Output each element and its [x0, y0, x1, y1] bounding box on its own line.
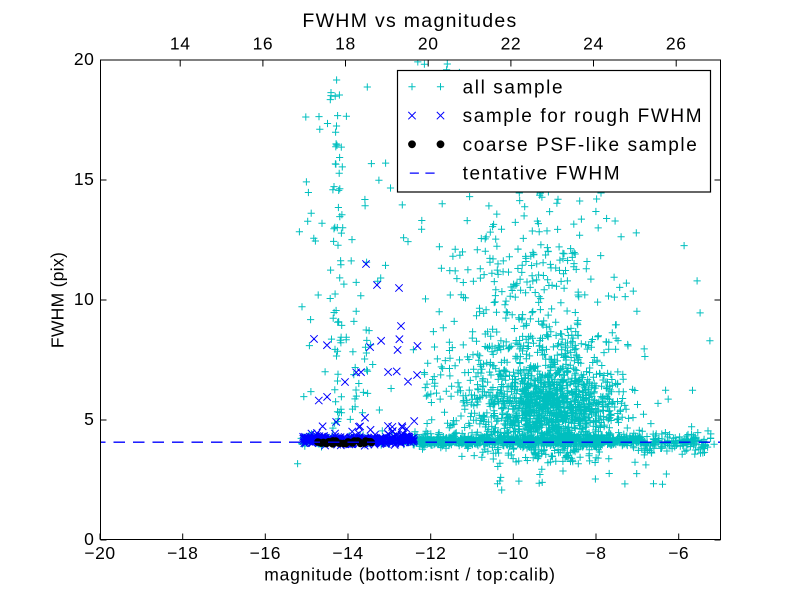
svg-text:−10: −10	[498, 543, 530, 563]
svg-text:coarse PSF-like sample: coarse PSF-like sample	[463, 135, 699, 156]
svg-text:24: 24	[583, 33, 604, 53]
svg-text:−14: −14	[332, 543, 364, 563]
svg-text:5: 5	[84, 409, 94, 429]
svg-text:16: 16	[253, 33, 274, 53]
svg-text:10: 10	[74, 289, 95, 309]
svg-text:14: 14	[170, 33, 191, 53]
svg-text:−16: −16	[250, 543, 282, 563]
svg-text:22: 22	[501, 33, 522, 53]
svg-text:0: 0	[84, 529, 94, 549]
svg-text:−18: −18	[167, 543, 199, 563]
svg-text:sample for rough FWHM: sample for rough FWHM	[463, 106, 704, 127]
svg-text:−6: −6	[668, 543, 689, 563]
svg-text:−8: −8	[585, 543, 606, 563]
svg-text:26: 26	[666, 33, 687, 53]
svg-text:all sample: all sample	[463, 77, 565, 98]
svg-text:20: 20	[418, 33, 439, 53]
svg-text:18: 18	[335, 33, 356, 53]
svg-text:FWHM (pix): FWHM (pix)	[48, 252, 68, 348]
svg-text:20: 20	[74, 49, 95, 69]
svg-text:tentative FWHM: tentative FWHM	[463, 164, 622, 185]
svg-text:FWHM vs magnitudes: FWHM vs magnitudes	[302, 10, 517, 32]
svg-text:−12: −12	[415, 543, 447, 563]
svg-text:15: 15	[74, 169, 95, 189]
svg-text:−20: −20	[84, 543, 116, 563]
svg-text:magnitude (bottom:isnt / top:c: magnitude (bottom:isnt / top:calib)	[264, 565, 556, 585]
